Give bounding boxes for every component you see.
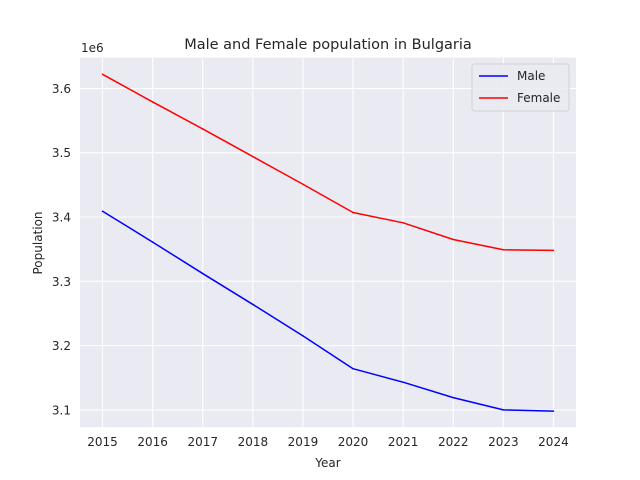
y-offset-label: 1e6 [81,41,104,55]
data-point-male [302,335,304,337]
x-tick-label: 2015 [87,435,118,449]
x-tick-label: 2022 [438,435,469,449]
data-point-female [352,211,354,214]
data-point-female [201,128,204,130]
series-layer [101,73,555,412]
x-tick-label: 2024 [538,435,569,449]
y-tick-label: 3.3 [52,275,71,289]
data-point-female [452,238,455,241]
data-point-male [502,409,505,411]
data-point-male [101,210,104,212]
data-point-female [302,183,304,185]
y-tick-label: 3.6 [52,82,71,96]
data-point-male [151,241,154,243]
legend-label-male: Male [517,69,545,83]
data-point-male [201,272,204,275]
y-axis-title: Population [31,211,45,274]
data-point-female [101,73,104,76]
data-point-male [352,367,354,370]
x-tick-label: 2021 [388,435,419,449]
x-tick-label: 2023 [488,435,519,449]
legend: Male Female [471,63,570,112]
legend-label-female: Female [517,91,560,105]
data-point-female [502,249,505,251]
x-axis-title: Year [314,456,340,470]
y-tick-label: 3.2 [52,339,71,353]
data-point-female [552,249,555,252]
series-line-male [102,210,554,412]
x-tick-label: 2017 [187,435,218,449]
x-axis: 2015 2016 2017 2018 2019 2020 2021 2022 2023 2024 [87,435,568,449]
y-axis: 3.1 3.2 3.3 3.4 3.5 3.6 [52,82,71,417]
x-tick-label: 2016 [137,435,168,449]
chart-title: Male and Female population in Bulgaria [184,37,472,53]
y-tick-label: 3.5 [52,146,71,160]
x-tick-label: 2020 [338,435,369,449]
plot-area [80,57,576,428]
data-point-male [452,396,455,399]
data-point-female [252,155,254,158]
grid [80,57,576,428]
y-tick-label: 3.1 [52,403,71,417]
data-point-female [151,101,154,103]
data-point-male [252,303,254,306]
series-line-female [102,73,554,252]
data-point-female [402,222,404,224]
data-point-male [552,410,555,412]
data-point-male [402,381,404,383]
x-tick-label: 2018 [238,435,269,449]
y-tick-label: 3.4 [52,211,71,225]
x-tick-label: 2019 [288,435,319,449]
